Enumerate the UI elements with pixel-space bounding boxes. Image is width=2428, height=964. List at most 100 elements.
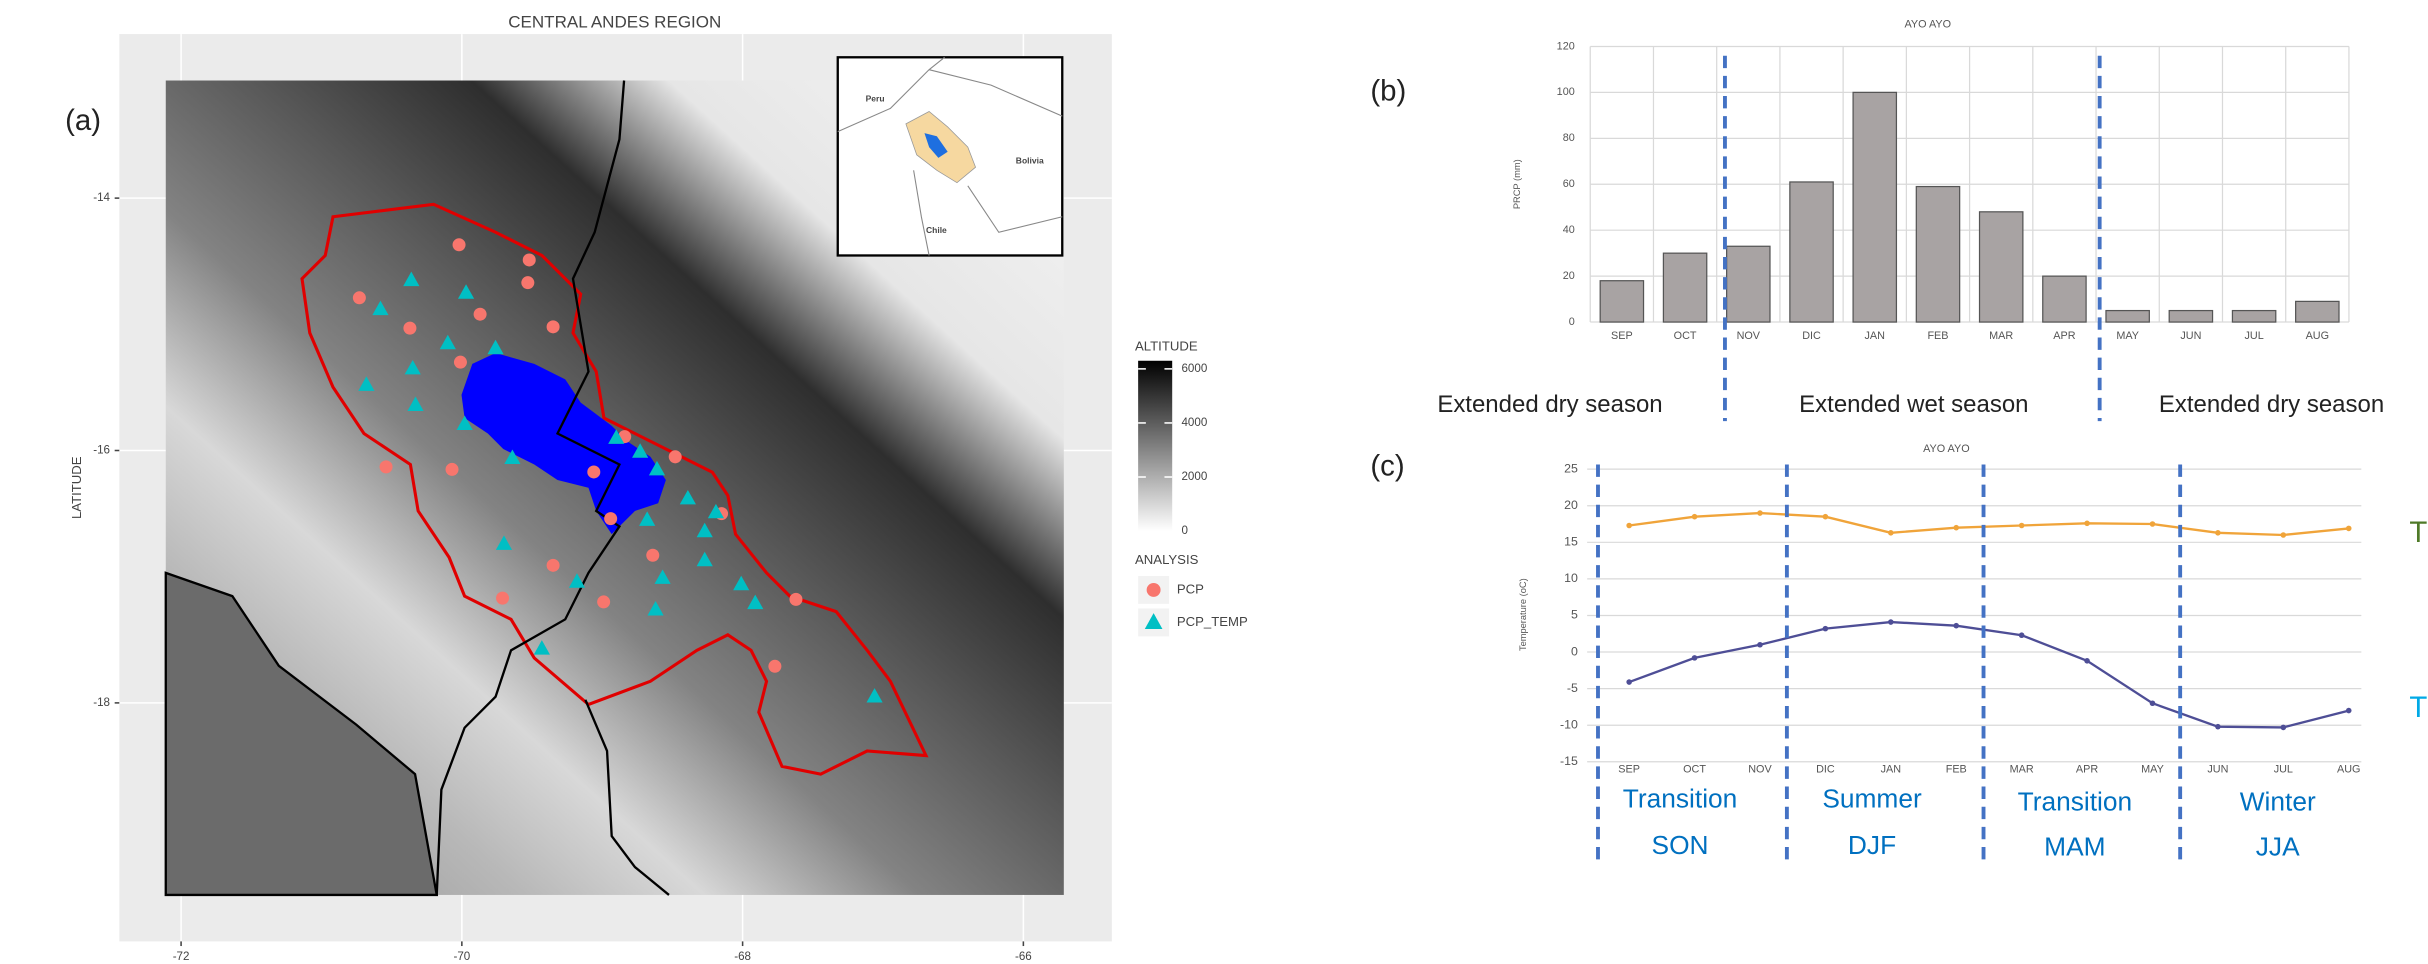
inset-label: Bolivia: [1016, 155, 1044, 165]
x-tick-label: FEB: [1927, 330, 1948, 342]
y-axis-label: Temperature (oC): [1518, 578, 1528, 651]
x-tick-label: AUG: [2306, 330, 2329, 342]
y-tick-label: 120: [1557, 40, 1575, 52]
colorbar-tick-label: 6000: [1181, 362, 1207, 375]
x-tick-label: OCT: [1674, 330, 1697, 342]
legend-label: PCP: [1177, 581, 1204, 596]
series-point: [2019, 523, 2025, 529]
x-tick-label: JAN: [1881, 763, 1901, 775]
x-tick-label: MAY: [2116, 330, 2139, 342]
y-tick-label: 40: [1563, 224, 1575, 236]
season-label: Transition: [2018, 787, 2133, 817]
station-pcp: [446, 463, 459, 476]
season-labels: Transition SON Summer DJF Transition MAM…: [1623, 783, 2316, 861]
x-tick-label: MAR: [1989, 330, 2013, 342]
station-pcp: [547, 559, 560, 572]
x-tick-label: -70: [453, 950, 470, 963]
series-point: [2215, 530, 2221, 536]
season-label: Transition: [1623, 783, 1738, 813]
y-axis-label: LATITUDE: [69, 456, 84, 519]
station-pcp: [768, 660, 781, 673]
series-point: [1692, 514, 1698, 520]
x-tick-label: JUL: [2274, 763, 2293, 775]
bar: [1663, 253, 1706, 322]
y-tick-label: -16: [93, 444, 110, 457]
series-point: [2281, 532, 2287, 538]
legend-title: ANALYSIS: [1135, 552, 1199, 567]
y-tick-label: 100: [1557, 86, 1575, 98]
x-tick-label: -66: [1015, 950, 1032, 963]
chart-title: AYO AYO: [1905, 19, 1952, 31]
x-tick-label: JAN: [1865, 330, 1885, 342]
series-point: [1823, 626, 1829, 632]
x-tick-label: SEP: [1611, 330, 1633, 342]
x-tick-label: MAY: [2141, 763, 2164, 775]
y-tick-label: 0: [1569, 316, 1575, 328]
station-pcp: [547, 320, 560, 333]
station-pcp: [496, 592, 509, 605]
station-pcp: [403, 322, 416, 335]
bar: [1790, 182, 1833, 322]
x-tick-label: APR: [2053, 330, 2075, 342]
panel-label: (b): [1370, 75, 1406, 108]
bar: [2043, 276, 2086, 322]
y-tick-label: 5: [1571, 608, 1578, 622]
x-tick-label: DIC: [1816, 763, 1835, 775]
bar: [2169, 311, 2212, 322]
series-point: [1888, 530, 1894, 536]
station-pcp: [453, 238, 466, 251]
series-point: [2084, 658, 2090, 664]
legend: PCP PCP_TEMP: [1138, 576, 1248, 636]
figure: (a) CENTRAL ANDES REGION LATITUDE Peru B…: [0, 0, 2428, 964]
x-tick-label: NOV: [1737, 330, 1761, 342]
y-tick-label: 20: [1564, 498, 1578, 512]
colorbar-gradient: [1138, 361, 1172, 531]
series-point: [1692, 655, 1698, 661]
bar: [1916, 187, 1959, 323]
series-point: [1953, 525, 1959, 531]
x-tick-label: AUG: [2337, 763, 2360, 775]
series-point: [1823, 514, 1829, 520]
colorbar-tick-label: 4000: [1181, 416, 1207, 429]
station-pcp: [380, 460, 393, 473]
series-point: [2019, 632, 2025, 638]
legend-marker: [1147, 583, 1161, 597]
y-tick-label: 80: [1563, 132, 1575, 144]
x-tick-label: JUL: [2244, 330, 2263, 342]
x-tick-label: SEP: [1618, 763, 1640, 775]
legend-label: PCP_TEMP: [1177, 614, 1248, 629]
season-label: Summer: [1822, 783, 1922, 813]
y-tick-label: 10: [1564, 571, 1578, 585]
station-pcp: [587, 465, 600, 478]
station-pcp: [669, 450, 682, 463]
bar-chart: 020406080100120SEPOCTNOVDICJANFEBMARAPRM…: [1557, 40, 2349, 342]
station-pcp: [604, 512, 617, 525]
station-pcp: [454, 356, 467, 369]
series-point: [2346, 708, 2352, 714]
x-tick-label: JUN: [2207, 763, 2228, 775]
season-label: DJF: [1848, 830, 1896, 860]
station-pcp: [521, 276, 534, 289]
series-point: [1888, 619, 1894, 625]
series-point: [1757, 642, 1763, 648]
bar: [1853, 92, 1896, 322]
bar: [1600, 281, 1643, 322]
y-tick-label: -10: [1560, 717, 1578, 731]
x-tick-label: FEB: [1946, 763, 1967, 775]
season-label: SON: [1652, 830, 1709, 860]
station-pcp: [523, 253, 536, 266]
series-point: [1757, 510, 1763, 516]
station-pcp: [789, 593, 802, 606]
series-point: [2150, 700, 2156, 706]
x-tick-label: -68: [734, 950, 751, 963]
page: (a) CENTRAL ANDES REGION LATITUDE Peru B…: [0, 0, 2428, 964]
y-tick-label: -5: [1567, 681, 1578, 695]
x-tick-label: MAR: [2010, 763, 2034, 775]
series-point: [2150, 521, 2156, 527]
series-point: [2084, 520, 2090, 526]
series-point: [1953, 623, 1959, 629]
y-tick-label: 0: [1571, 644, 1578, 658]
x-tick-label: NOV: [1748, 763, 1772, 775]
series-point: [1626, 679, 1632, 685]
